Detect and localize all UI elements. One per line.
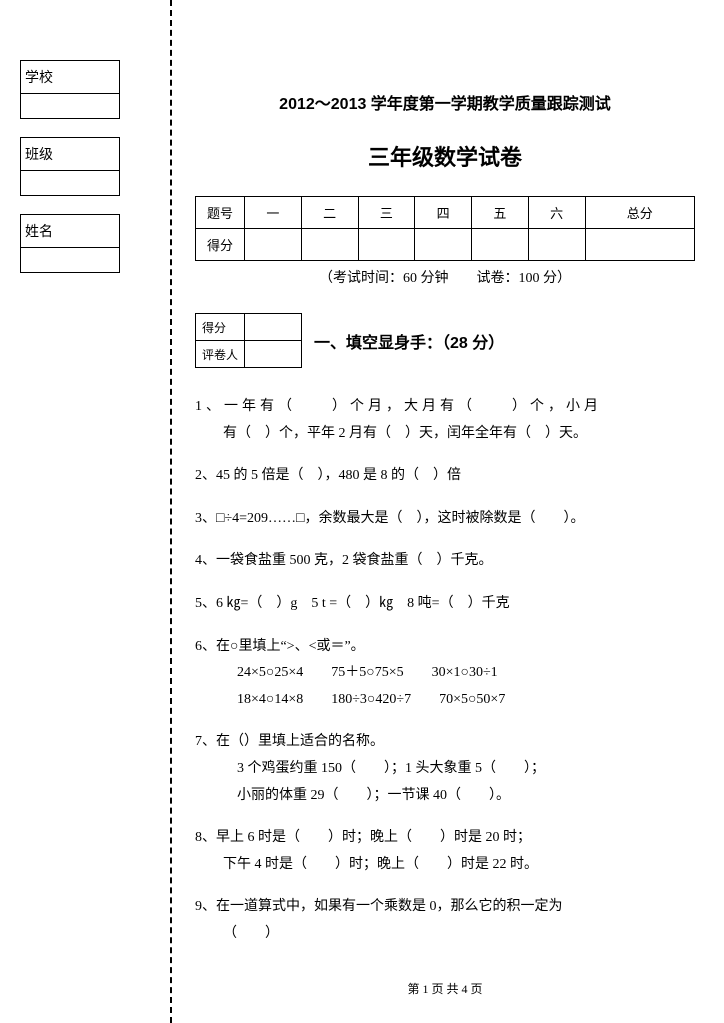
question-2: 2、45 的 5 倍是（ ），480 是 8 的（ ）倍 xyxy=(195,463,695,490)
info-label-school: 学校 xyxy=(21,61,119,94)
score-col-6: 六 xyxy=(528,197,585,229)
header-title-line1: 2012～2013 学年度第一学期教学质量跟踪测试 xyxy=(195,90,695,114)
score-blank xyxy=(245,229,302,261)
score-row-number: 题号 一 二 三 四 五 六 总分 xyxy=(196,197,695,229)
info-label-name: 姓名 xyxy=(21,215,119,248)
info-box-class: 班级 xyxy=(20,137,120,196)
info-blank-class xyxy=(21,171,119,195)
score-row-score: 得分 xyxy=(196,229,695,261)
info-blank-name xyxy=(21,248,119,272)
score-col-5: 五 xyxy=(472,197,529,229)
q6-line1: 24×5○25×4 75＋5○75×5 30×1○30÷1 xyxy=(195,665,498,680)
score-header-table: 题号 一 二 三 四 五 六 总分 得分 xyxy=(195,196,695,261)
info-box-school: 学校 xyxy=(20,60,120,119)
mini-score-table: 得分 评卷人 xyxy=(195,313,302,368)
questions-section-1: 1、一年有（ ）个月，大月有（ ）个，小月 有（ ）个，平年 2 月有（ ）天，… xyxy=(195,394,695,948)
score-col-3: 三 xyxy=(358,197,415,229)
info-box-name: 姓名 xyxy=(20,214,120,273)
q1-line1: 1、一年有（ ）个月，大月有（ ）个，小月 xyxy=(195,399,602,414)
score-col-4: 四 xyxy=(415,197,472,229)
score-col-total: 总分 xyxy=(585,197,695,229)
page-footer: 第 1 页 共 4 页 xyxy=(195,980,695,997)
q9-line1: 9、在一道算式中，如果有一个乘数是 0，那么它的积一定为 xyxy=(195,899,563,914)
binding-line xyxy=(170,0,172,1023)
info-blank-school xyxy=(21,94,119,118)
q8-line1: 8、早上 6 时是（ ）时；晚上（ ）时是 20 时； xyxy=(195,830,531,845)
question-3: 3、□÷4=209……□，余数最大是（ ），这时被除数是（ ）。 xyxy=(195,506,695,533)
score-blank xyxy=(585,229,695,261)
mini-score-r2: 评卷人 xyxy=(196,341,245,368)
mini-score-blank xyxy=(245,314,302,341)
mini-score-blank xyxy=(245,341,302,368)
score-row2-label: 得分 xyxy=(196,229,245,261)
score-blank xyxy=(472,229,529,261)
header-title-line2: 三年级数学试卷 xyxy=(195,140,695,172)
q6-stem: 6、在○里填上“>、<或＝”。 xyxy=(195,639,365,654)
score-blank xyxy=(358,229,415,261)
section-1-header: 得分 评卷人 一、填空显身手：（28 分） xyxy=(195,313,695,368)
mini-score-r1: 得分 xyxy=(196,314,245,341)
q1-line2: 有（ ）个，平年 2 月有（ ）天，闰年全年有（ ）天。 xyxy=(195,426,587,441)
info-label-class: 班级 xyxy=(21,138,119,171)
section-1-title: 一、填空显身手：（28 分） xyxy=(314,329,504,353)
main-content: 2012～2013 学年度第一学期教学质量跟踪测试 三年级数学试卷 题号 一 二… xyxy=(195,90,695,964)
score-col-1: 一 xyxy=(245,197,302,229)
q6-line2: 18×4○14×8 180÷3○420÷7 70×5○50×7 xyxy=(195,692,505,707)
question-6: 6、在○里填上“>、<或＝”。 24×5○25×4 75＋5○75×5 30×1… xyxy=(195,634,695,714)
student-info-boxes: 学校 班级 姓名 xyxy=(20,60,120,291)
exam-info: （考试时间：60 分钟 试卷：100 分） xyxy=(195,267,695,287)
score-row1-label: 题号 xyxy=(196,197,245,229)
question-5: 5、6 ㎏=（ ）g 5 t =（ ）㎏ 8 吨=（ ）千克 xyxy=(195,591,695,618)
q7-line2: 小丽的体重 29（ ）；一节课 40（ ）。 xyxy=(195,788,510,803)
score-blank xyxy=(528,229,585,261)
q7-line1: 3 个鸡蛋约重 150（ ）；1 头大象重 5（ ）； xyxy=(195,761,545,776)
score-blank xyxy=(301,229,358,261)
score-blank xyxy=(415,229,472,261)
question-8: 8、早上 6 时是（ ）时；晚上（ ）时是 20 时； 下午 4 时是（ ）时；… xyxy=(195,825,695,878)
score-col-2: 二 xyxy=(301,197,358,229)
q8-line2: 下午 4 时是（ ）时；晚上（ ）时是 22 时。 xyxy=(195,857,538,872)
question-4: 4、一袋食盐重 500 克，2 袋食盐重（ ）千克。 xyxy=(195,548,695,575)
q7-stem: 7、在（）里填上适合的名称。 xyxy=(195,734,384,749)
question-7: 7、在（）里填上适合的名称。 3 个鸡蛋约重 150（ ）；1 头大象重 5（ … xyxy=(195,729,695,809)
question-9: 9、在一道算式中，如果有一个乘数是 0，那么它的积一定为 （ ） xyxy=(195,894,695,947)
q9-line2: （ ） xyxy=(195,926,279,941)
question-1: 1、一年有（ ）个月，大月有（ ）个，小月 有（ ）个，平年 2 月有（ ）天，… xyxy=(195,394,695,447)
